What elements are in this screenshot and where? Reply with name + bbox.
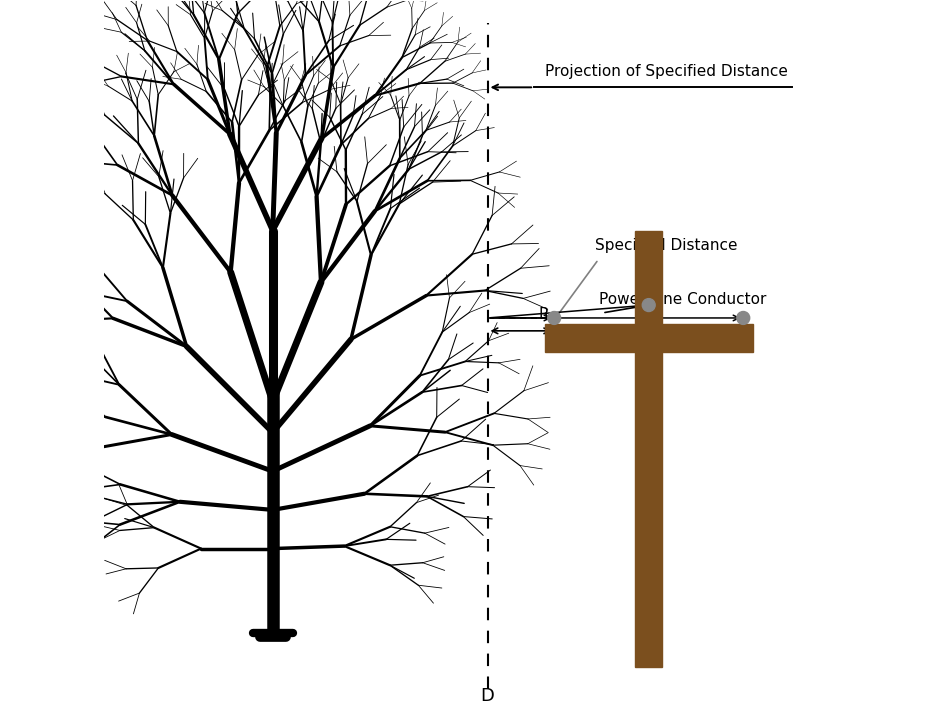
Circle shape [737, 311, 749, 324]
Text: Projection of Specified Distance: Projection of Specified Distance [545, 64, 788, 79]
Text: D: D [481, 687, 495, 705]
Circle shape [642, 298, 655, 311]
Bar [545, 324, 753, 352]
Bar [635, 231, 662, 667]
Circle shape [548, 311, 561, 324]
Text: R: R [538, 307, 549, 322]
Text: Power Line Conductor: Power Line Conductor [598, 292, 766, 307]
Text: Specified Distance: Specified Distance [595, 239, 737, 254]
